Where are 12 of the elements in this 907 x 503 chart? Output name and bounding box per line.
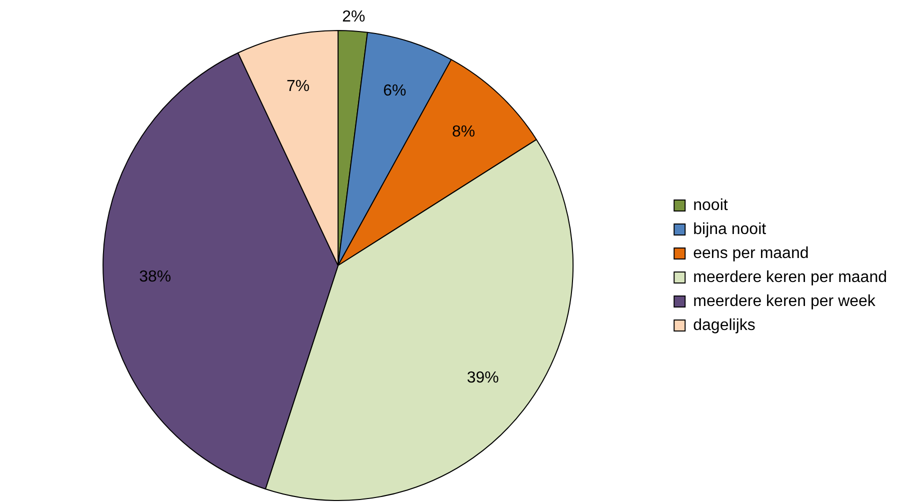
legend-label: eens per maand <box>693 244 809 262</box>
legend-label: nooit <box>693 196 728 214</box>
legend-label: meerdere keren per maand <box>693 268 888 286</box>
legend-label: meerdere keren per week <box>693 292 876 310</box>
legend-label: dagelijks <box>693 316 756 334</box>
data-label: 2% <box>342 8 366 26</box>
data-label: 38% <box>139 268 172 286</box>
data-label: 39% <box>466 369 499 386</box>
data-label: 8% <box>452 123 476 140</box>
data-label: 6% <box>383 82 406 100</box>
legend-label: bijna nooit <box>693 220 767 238</box>
data-label: 7% <box>286 78 310 96</box>
